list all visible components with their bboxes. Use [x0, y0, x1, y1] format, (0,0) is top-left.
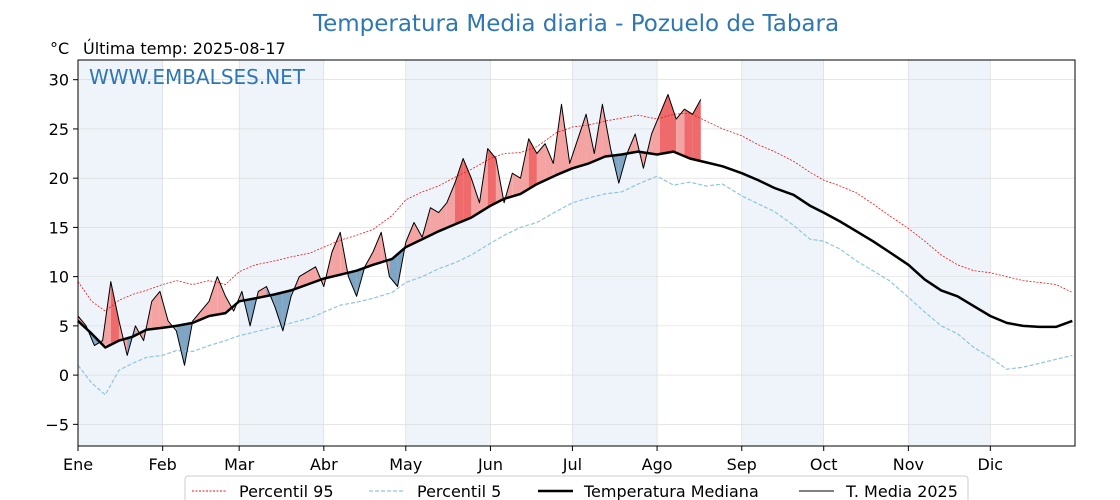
month-band: [908, 60, 991, 446]
month-bands: [78, 60, 991, 446]
anomaly-fill: [487, 148, 496, 208]
x-tick-label: Mar: [224, 455, 255, 474]
last-update-label: Última temp: 2025-08-17: [83, 39, 286, 58]
anomaly-fill: [692, 99, 701, 162]
anomaly-fill: [413, 222, 423, 244]
x-tick-label: Jun: [477, 455, 503, 474]
anomaly-fill: [332, 232, 341, 277]
anomaly-fill: [200, 301, 210, 320]
anomaly-fill: [471, 178, 480, 218]
month-band: [239, 60, 324, 446]
x-tick-label: Ago: [642, 455, 673, 474]
legend-p95-label: Percentil 95: [239, 482, 334, 500]
y-tick-label: −5: [45, 415, 69, 434]
x-tick-label: May: [389, 455, 422, 474]
x-tick-label: Abr: [310, 455, 338, 474]
legend-p5-label: Percentil 5: [417, 482, 501, 500]
legend: Percentil 95 Percentil 5 Temperatura Med…: [184, 475, 969, 500]
y-tick-label: 10: [49, 268, 69, 287]
anomaly-fill: [668, 94, 677, 153]
anomaly-fill: [258, 286, 267, 298]
unit-label: °C: [50, 39, 69, 58]
anomaly-fill: [454, 158, 464, 225]
median-line: [77, 150, 1073, 349]
anomaly-fill: [536, 143, 546, 185]
y-tick-label: 25: [49, 120, 69, 139]
x-tick-label: Sep: [727, 455, 757, 474]
p5-line: [77, 175, 1073, 396]
x-tick-label: Jul: [562, 455, 582, 474]
current-year-line: [77, 94, 702, 366]
anomaly-fill: [307, 266, 316, 285]
anomaly-fill: [151, 291, 160, 330]
month-band: [78, 60, 163, 446]
x-tick-label: Ene: [63, 455, 93, 474]
x-tick-label: Feb: [149, 455, 177, 474]
anomaly-fill: [651, 114, 660, 155]
y-axis: −5 0 5 10 15 20 25 30: [45, 71, 78, 434]
x-tick-label: Dic: [978, 455, 1004, 474]
grid: [77, 60, 1075, 446]
anomaly-fill: [528, 138, 537, 189]
anomaly-fill: [110, 281, 119, 345]
anomaly-fill: [348, 270, 357, 297]
anomaly-fill: [217, 276, 226, 315]
anomaly-fill: [545, 143, 554, 181]
watermark: WWW.EMBALSES.NET: [89, 65, 306, 89]
anomaly-fill: [684, 109, 693, 160]
anomaly-fill: [373, 232, 382, 265]
y-tick-label: 20: [49, 169, 69, 188]
anomaly-fill: [209, 276, 218, 317]
legend-frame: [184, 475, 969, 500]
x-tick-label: Nov: [893, 455, 924, 474]
y-tick-label: 5: [59, 317, 69, 336]
chart-title: Temperatura Media diaria - Pozuelo de Ta…: [312, 11, 839, 37]
legend-median-label: Temperatura Mediana: [583, 482, 759, 500]
anomaly-fill: [577, 114, 587, 167]
anomaly-fill: [643, 133, 652, 169]
anomaly-fill: [512, 173, 521, 197]
anomaly-fill: [676, 109, 685, 157]
anomaly-fill: [430, 207, 439, 236]
month-band: [405, 60, 491, 446]
x-tick-label: Oct: [810, 455, 838, 474]
x-axis: Ene Feb Mar Abr May Jun Jul Ago Sep Oct Nov Dic: [63, 446, 1003, 474]
y-tick-label: 30: [49, 71, 69, 90]
series-lines: [77, 94, 1073, 396]
y-tick-label: 0: [59, 366, 69, 385]
month-band: [741, 60, 824, 446]
plot-frame: [77, 59, 1076, 447]
p95-line: [77, 112, 1073, 312]
anomaly-fill: [520, 138, 529, 194]
y-tick-label: 15: [49, 218, 69, 237]
anomaly-fill: [446, 183, 455, 228]
legend-current-label: T. Media 2025: [845, 482, 958, 500]
anomaly-fill: [586, 114, 595, 165]
anomaly-fill: [274, 292, 283, 331]
anomaly-fill: [438, 202, 447, 232]
